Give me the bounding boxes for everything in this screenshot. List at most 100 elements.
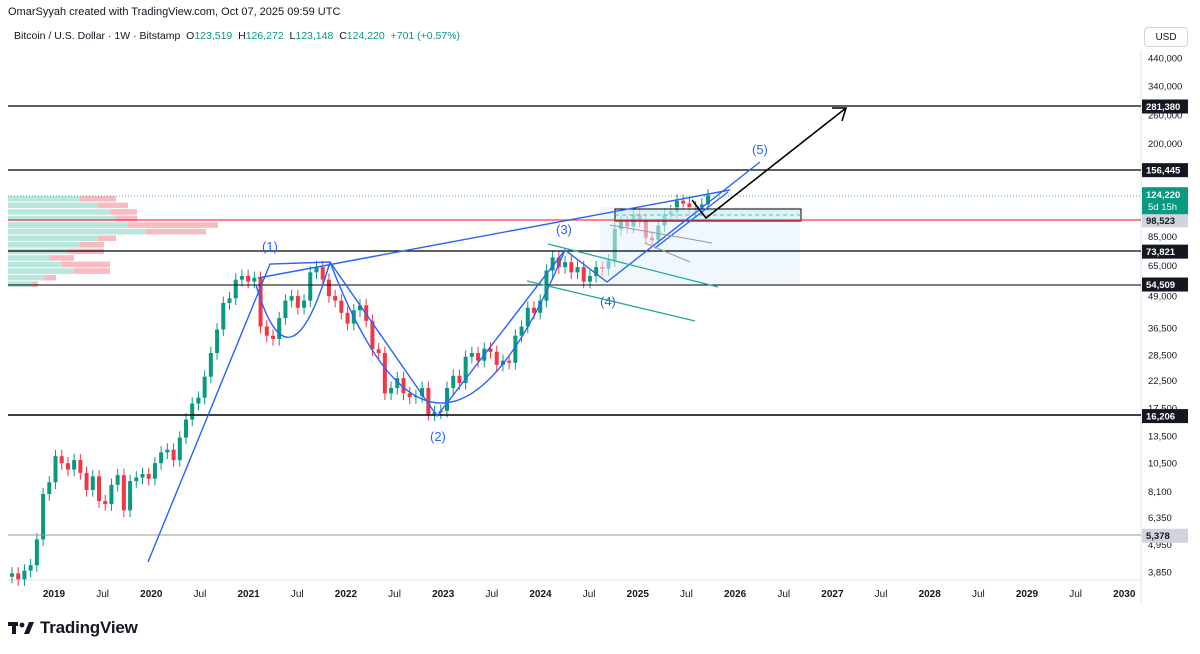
candle-body	[581, 267, 586, 282]
volume-profile-up-bar	[8, 281, 32, 287]
small-flag	[609, 224, 713, 263]
price-tick-label: 260,000	[1148, 111, 1182, 122]
candle-body	[556, 257, 561, 268]
candle-body	[208, 352, 213, 377]
price-change: +701 (+0.57%)	[390, 30, 461, 42]
open-value: 123,519	[194, 30, 233, 42]
projection-arrowhead	[832, 107, 848, 122]
level-tag-bg	[1142, 528, 1188, 543]
time-axis[interactable]: 2019 Jul 2020 Jul 2021 Jul 2022 Jul 2023 Jul 2024 J…	[43, 589, 1136, 600]
close-value: 124,220	[346, 30, 385, 42]
time-tick-label: 2024	[529, 589, 552, 600]
wave-label-1: (1)	[262, 239, 278, 254]
volume-profile	[8, 196, 218, 287]
candle-body	[314, 267, 319, 273]
candle-body	[196, 397, 201, 404]
candle-body	[563, 262, 568, 268]
wave-impulse-line	[147, 161, 761, 563]
level-tag-bg	[1142, 277, 1188, 292]
volume-profile-down-bar	[32, 281, 38, 287]
symbol-name[interactable]: Bitcoin / U.S. Dollar · 1W · Bitstamp	[14, 30, 181, 42]
candle-body	[109, 484, 114, 505]
price-tick-label: 200,000	[1148, 139, 1182, 150]
candle-body	[140, 474, 145, 478]
current-price-tag-bg	[1142, 187, 1188, 215]
lower-channel-line	[654, 191, 729, 249]
candle-body	[382, 352, 387, 394]
wave-label-3: (3)	[556, 222, 572, 237]
price-tick-label: 17,500	[1148, 403, 1177, 414]
candle-body	[389, 387, 394, 394]
candle-body	[469, 352, 474, 357]
candle-body	[78, 460, 83, 473]
candle-body	[221, 302, 226, 330]
time-tick-label: Jul	[485, 589, 498, 600]
level-tag-bg	[1142, 99, 1188, 114]
wave-drawings	[147, 161, 761, 563]
candle-body	[358, 305, 362, 311]
high-label: H	[238, 30, 246, 42]
price-tick-label: 65,000	[1148, 261, 1177, 272]
candle-body	[507, 360, 512, 363]
projection-arrow	[691, 107, 848, 220]
volume-profile-up-bar	[8, 261, 62, 268]
flag-lower	[644, 242, 691, 263]
price-axis[interactable]: 440,000 340,000 260,000 200,000 85,000 65,000…	[1148, 54, 1182, 579]
volume-profile-up-bar	[8, 242, 80, 248]
candle-body	[320, 267, 325, 280]
candle-body	[190, 403, 195, 420]
candle-body	[594, 267, 599, 276]
time-tick-label: 2029	[1016, 589, 1039, 600]
candle-body	[345, 312, 350, 324]
price-tick-label: 10,500	[1148, 459, 1177, 470]
currency-selector[interactable]: USD	[1144, 27, 1188, 47]
candle-body	[550, 257, 555, 271]
candle-body	[10, 573, 14, 577]
candle-body	[264, 326, 269, 336]
candle-body	[22, 570, 27, 580]
price-tick-label: 22,500	[1148, 376, 1177, 387]
candle-body	[28, 565, 33, 571]
volume-profile-down-bar	[80, 196, 116, 202]
volume-profile-up-bar	[8, 228, 146, 235]
time-tick-label: Jul	[680, 589, 693, 600]
time-tick-label: Jul	[194, 589, 207, 600]
volume-profile-down-bar	[98, 202, 128, 209]
candle-body	[134, 477, 139, 482]
volume-profile-up-bar	[8, 209, 110, 215]
candle-body	[494, 351, 499, 365]
price-tick-label: 85,000	[1148, 232, 1177, 243]
horizontal-levels	[8, 105, 1141, 536]
time-tick-label: Jul	[291, 589, 304, 600]
candle-body	[587, 275, 592, 282]
bar-countdown-label: 5d 15h	[1148, 202, 1177, 213]
candle-body	[326, 279, 331, 297]
cup-arc-2	[329, 249, 566, 404]
time-tick-label: Jul	[1069, 589, 1082, 600]
level-tag-label: 281,380	[1146, 102, 1180, 113]
volume-profile-up-bar	[8, 268, 74, 274]
price-tick-label: 28,500	[1148, 350, 1177, 361]
price-tick-label: 3,850	[1148, 568, 1172, 579]
candle-body	[184, 419, 188, 438]
volume-profile-up-bar	[8, 196, 80, 202]
candle-body	[215, 329, 220, 353]
candle-body	[525, 307, 530, 327]
volume-profile-up-bar	[8, 215, 116, 222]
candle-body	[165, 449, 170, 453]
volume-profile-down-bar	[128, 222, 218, 228]
time-tick-label: 2023	[432, 589, 455, 600]
candle-body	[202, 376, 207, 398]
candle-body	[569, 262, 574, 273]
candle-body	[72, 460, 77, 470]
chart-author-line: OmarSyyah created with TradingView.com, …	[8, 6, 341, 18]
candle-body	[97, 476, 101, 502]
price-tick-label: 36,500	[1148, 324, 1177, 335]
price-tick-label: 49,000	[1148, 292, 1177, 303]
level-tag-bg	[1142, 213, 1188, 228]
volume-profile-down-bar	[44, 274, 56, 281]
channel-upper	[547, 243, 719, 288]
candle-body	[271, 335, 275, 339]
time-tick-label: Jul	[875, 589, 888, 600]
